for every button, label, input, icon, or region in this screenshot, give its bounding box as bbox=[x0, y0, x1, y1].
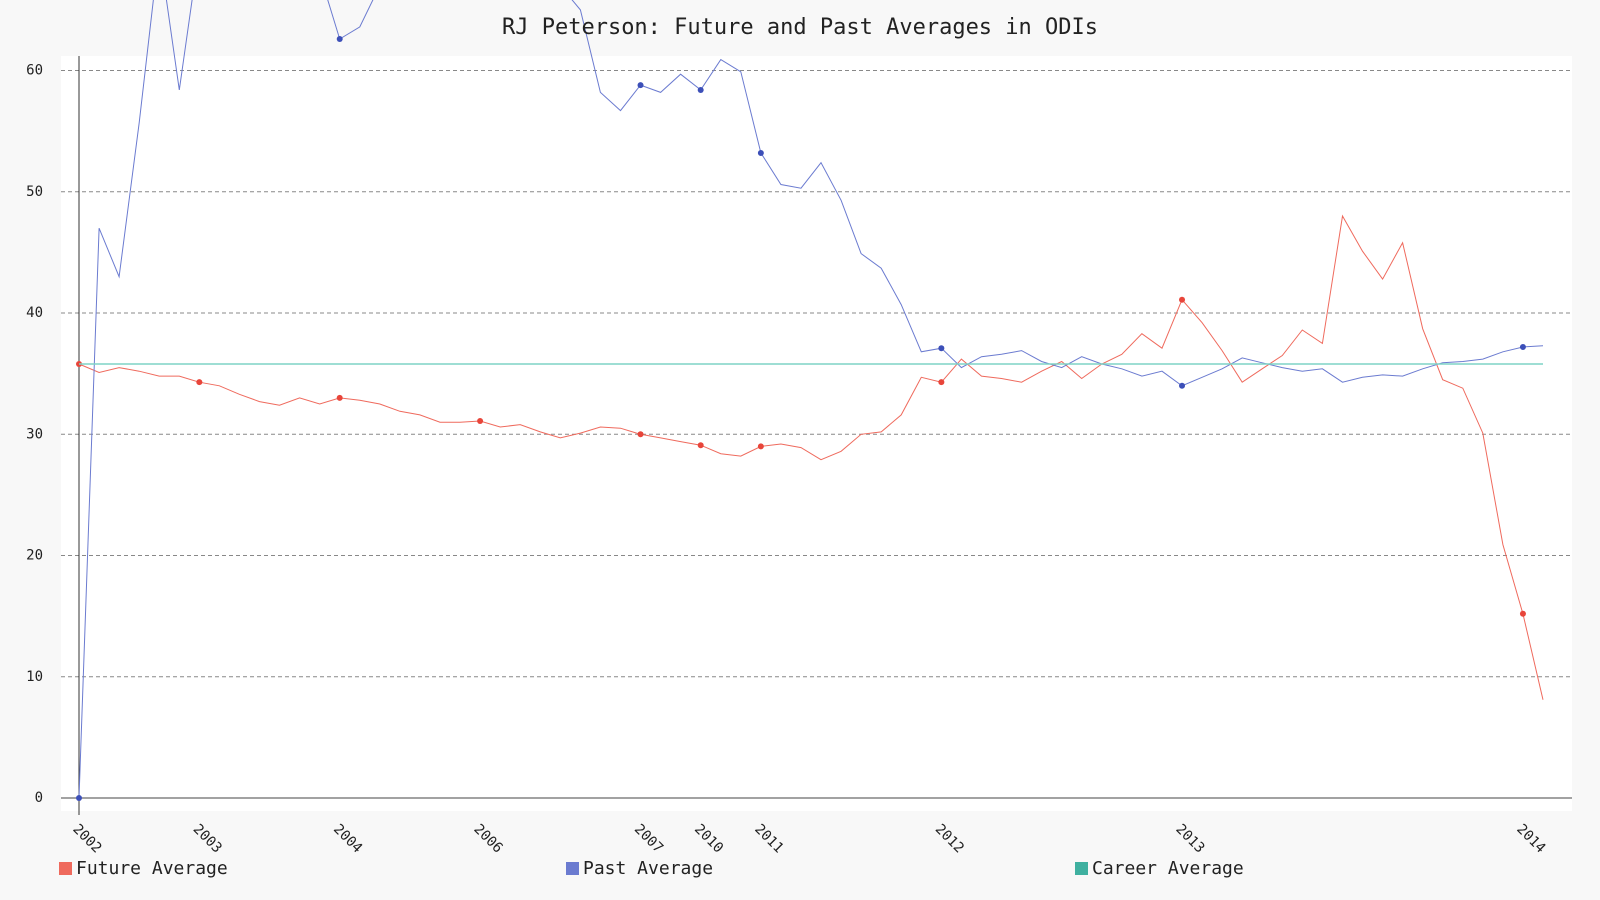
point-marker bbox=[1519, 610, 1526, 617]
point-marker bbox=[697, 442, 704, 449]
legend-label: Career Average bbox=[1092, 858, 1244, 879]
legend-swatch bbox=[1075, 862, 1088, 875]
x-tick-label: 2002 bbox=[69, 821, 104, 856]
point-marker bbox=[637, 431, 644, 438]
x-tick-label: 2007 bbox=[631, 821, 666, 856]
series-line bbox=[78, 0, 1544, 799]
point-marker bbox=[196, 379, 203, 386]
legend-label: Future Average bbox=[76, 858, 228, 879]
y-tick-label: 60 bbox=[26, 63, 43, 79]
y-tick-label: 0 bbox=[35, 790, 43, 806]
x-tick-label: 2004 bbox=[330, 821, 365, 856]
point-marker bbox=[1179, 382, 1186, 389]
point-marker bbox=[697, 86, 704, 93]
y-tick-label: 50 bbox=[26, 184, 43, 200]
legend-label: Past Average bbox=[583, 858, 713, 879]
plot-area bbox=[61, 56, 1572, 811]
point-marker bbox=[757, 443, 764, 450]
legend-swatch bbox=[566, 862, 579, 875]
x-tick-label: 2006 bbox=[470, 821, 505, 856]
point-marker bbox=[1179, 296, 1186, 303]
x-tick-label: 2013 bbox=[1172, 821, 1207, 856]
x-tick-label: 2014 bbox=[1513, 821, 1548, 856]
series-line bbox=[78, 214, 1544, 700]
x-tick-label: 2012 bbox=[932, 821, 967, 856]
chart-title: RJ Peterson: Future and Past Averages in… bbox=[502, 15, 1098, 40]
point-marker bbox=[477, 417, 484, 424]
point-marker bbox=[336, 394, 343, 401]
point-marker bbox=[938, 379, 945, 386]
point-marker bbox=[757, 149, 764, 156]
x-tick-label: 2011 bbox=[751, 821, 786, 856]
x-tick-label: 2010 bbox=[691, 821, 726, 856]
y-tick-label: 10 bbox=[26, 669, 43, 685]
y-tick-label: 20 bbox=[26, 548, 43, 564]
point-marker bbox=[1519, 343, 1526, 350]
legend-swatch bbox=[59, 862, 72, 875]
x-tick-label: 2003 bbox=[190, 821, 225, 856]
point-marker bbox=[76, 795, 82, 802]
point-marker bbox=[637, 82, 644, 89]
point-marker bbox=[336, 36, 343, 43]
y-tick-label: 30 bbox=[26, 426, 43, 442]
point-marker bbox=[938, 345, 945, 352]
y-tick-label: 40 bbox=[26, 305, 43, 321]
chart-layer: 0 10 20 30 40 50 60 2002 2003 2004 2006 2007 2010 201… bbox=[26, 0, 1572, 856]
